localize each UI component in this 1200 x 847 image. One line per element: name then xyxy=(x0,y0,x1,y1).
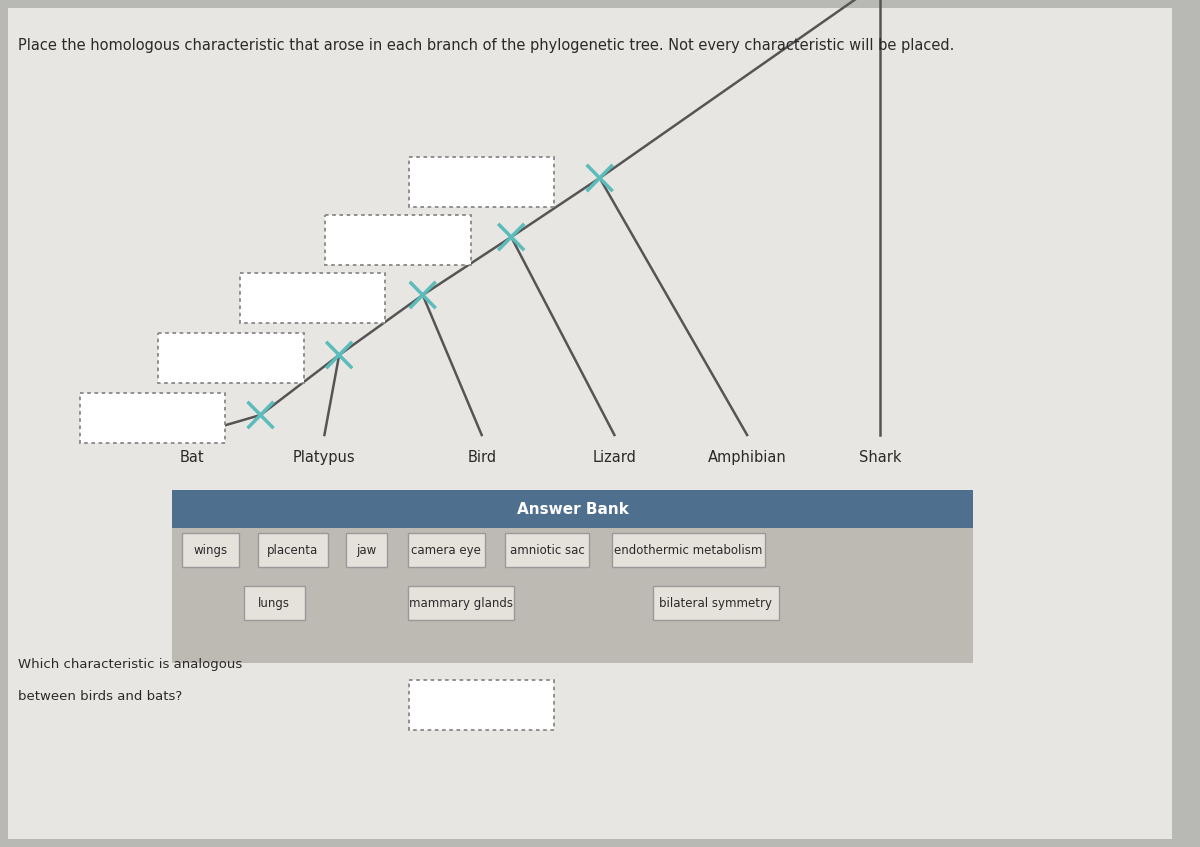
Text: camera eye: camera eye xyxy=(412,544,481,556)
Text: endothermic metabolism: endothermic metabolism xyxy=(614,544,763,556)
Bar xyxy=(612,533,764,567)
Bar xyxy=(172,490,973,528)
Text: Lizard: Lizard xyxy=(593,450,636,465)
Bar xyxy=(408,533,485,567)
Text: lungs: lungs xyxy=(258,596,290,610)
Text: Bird: Bird xyxy=(467,450,497,465)
Bar xyxy=(653,586,779,620)
Bar xyxy=(79,393,226,443)
Bar xyxy=(158,333,304,383)
Bar xyxy=(505,533,589,567)
Text: mammary glands: mammary glands xyxy=(409,596,514,610)
Text: jaw: jaw xyxy=(356,544,377,556)
Bar xyxy=(346,533,388,567)
Text: Bat: Bat xyxy=(179,450,204,465)
Text: Amphibian: Amphibian xyxy=(708,450,786,465)
Text: wings: wings xyxy=(193,544,228,556)
Bar xyxy=(182,533,239,567)
Text: Place the homologous characteristic that arose in each branch of the phylogeneti: Place the homologous characteristic that… xyxy=(18,38,954,53)
Text: between birds and bats?: between birds and bats? xyxy=(18,690,182,703)
Bar xyxy=(408,586,514,620)
Text: placenta: placenta xyxy=(268,544,318,556)
Text: amniotic sac: amniotic sac xyxy=(510,544,584,556)
Text: bilateral symmetry: bilateral symmetry xyxy=(659,596,772,610)
Bar xyxy=(409,680,554,730)
Bar xyxy=(240,273,385,323)
Text: Platypus: Platypus xyxy=(293,450,355,465)
Bar xyxy=(244,586,305,620)
Bar xyxy=(325,215,470,265)
Text: Answer Bank: Answer Bank xyxy=(517,501,629,517)
Bar xyxy=(258,533,329,567)
Text: Which characteristic is analogous: Which characteristic is analogous xyxy=(18,658,242,671)
Text: Shark: Shark xyxy=(858,450,901,465)
Bar xyxy=(172,528,973,663)
Bar xyxy=(409,157,554,207)
